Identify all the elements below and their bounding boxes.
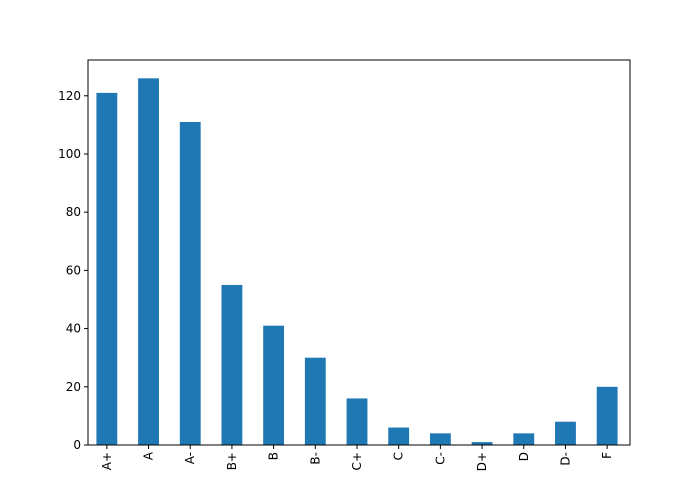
- x-tick-label: F: [600, 452, 614, 459]
- bar-A: [138, 78, 159, 445]
- y-tick-label: 20: [66, 380, 81, 394]
- x-tick-label: D: [517, 452, 531, 461]
- y-tick-label: 40: [66, 322, 81, 336]
- bar-C: [388, 427, 410, 445]
- x-tick-label: C-: [433, 452, 447, 465]
- y-tick-label: 80: [66, 205, 81, 219]
- axes-frame: [87, 59, 631, 446]
- bar-A+: [96, 92, 118, 445]
- bars: [96, 78, 618, 445]
- x-tick-label: C: [392, 452, 406, 460]
- bar-B: [263, 325, 285, 445]
- bar-A-: [179, 121, 201, 445]
- x-tick-label: B+: [225, 452, 239, 470]
- x-tick-label: B: [267, 452, 281, 460]
- x-tick-label: A-: [183, 452, 197, 464]
- x-tick-label: D+: [475, 452, 489, 471]
- bar-C-: [429, 433, 451, 445]
- bar-B+: [221, 284, 243, 445]
- y-tick-label: 60: [66, 263, 81, 277]
- x-tick-label: A: [142, 451, 156, 460]
- bar-C+: [346, 398, 368, 445]
- bar-F: [596, 386, 618, 445]
- x-tick-label: B-: [308, 452, 322, 465]
- y-tick-label: 120: [58, 89, 81, 103]
- x-tick-label: C+: [350, 452, 364, 470]
- bar-D+: [471, 442, 493, 445]
- x-tick-label: D-: [558, 452, 572, 466]
- y-axis: 0 20 40 60 80 100 120: [58, 89, 88, 452]
- bar-D-: [555, 421, 576, 445]
- y-tick-label: 100: [58, 147, 81, 161]
- bar-B-: [304, 357, 326, 445]
- x-axis: A+ A A- B+ B B- C+ C C- D+ D D- F: [100, 445, 614, 471]
- bar-D: [513, 433, 535, 445]
- x-tick-label: A+: [100, 452, 114, 470]
- y-tick-label: 0: [73, 438, 81, 452]
